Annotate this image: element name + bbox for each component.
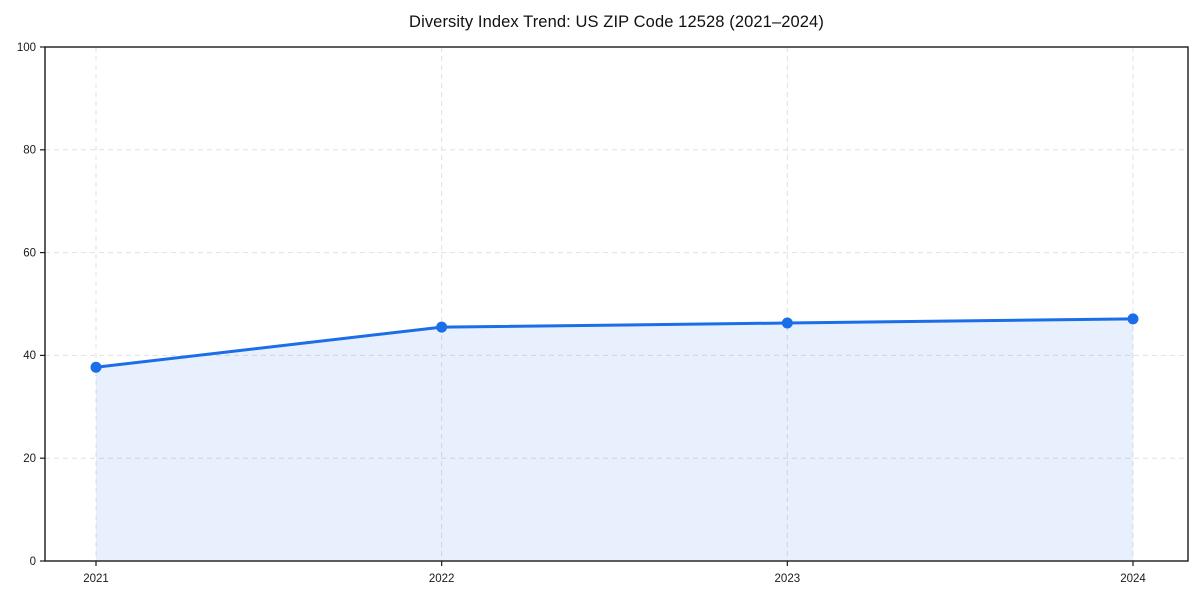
y-tick-label: 100 (17, 42, 36, 54)
y-tick-label: 80 (23, 145, 36, 157)
y-tick-label: 40 (23, 350, 36, 362)
data-point-marker (90, 361, 102, 373)
x-tick-label: 2021 (83, 573, 109, 585)
x-tick-label: 2024 (1120, 573, 1146, 585)
y-tick-label: 20 (23, 453, 36, 465)
series-area-fill (96, 318, 1133, 561)
y-tick-label: 60 (23, 247, 36, 259)
x-tick-label: 2022 (429, 573, 455, 585)
data-point-marker (436, 321, 448, 333)
data-point-marker (1127, 313, 1139, 325)
chart-title: Diversity Index Trend: US ZIP Code 12528… (409, 13, 824, 31)
data-point-marker (781, 317, 793, 329)
x-tick-label: 2023 (775, 573, 801, 585)
series-line (94, 317, 1135, 369)
plot-border (44, 46, 1189, 562)
y-tick-label: 0 (30, 556, 36, 568)
